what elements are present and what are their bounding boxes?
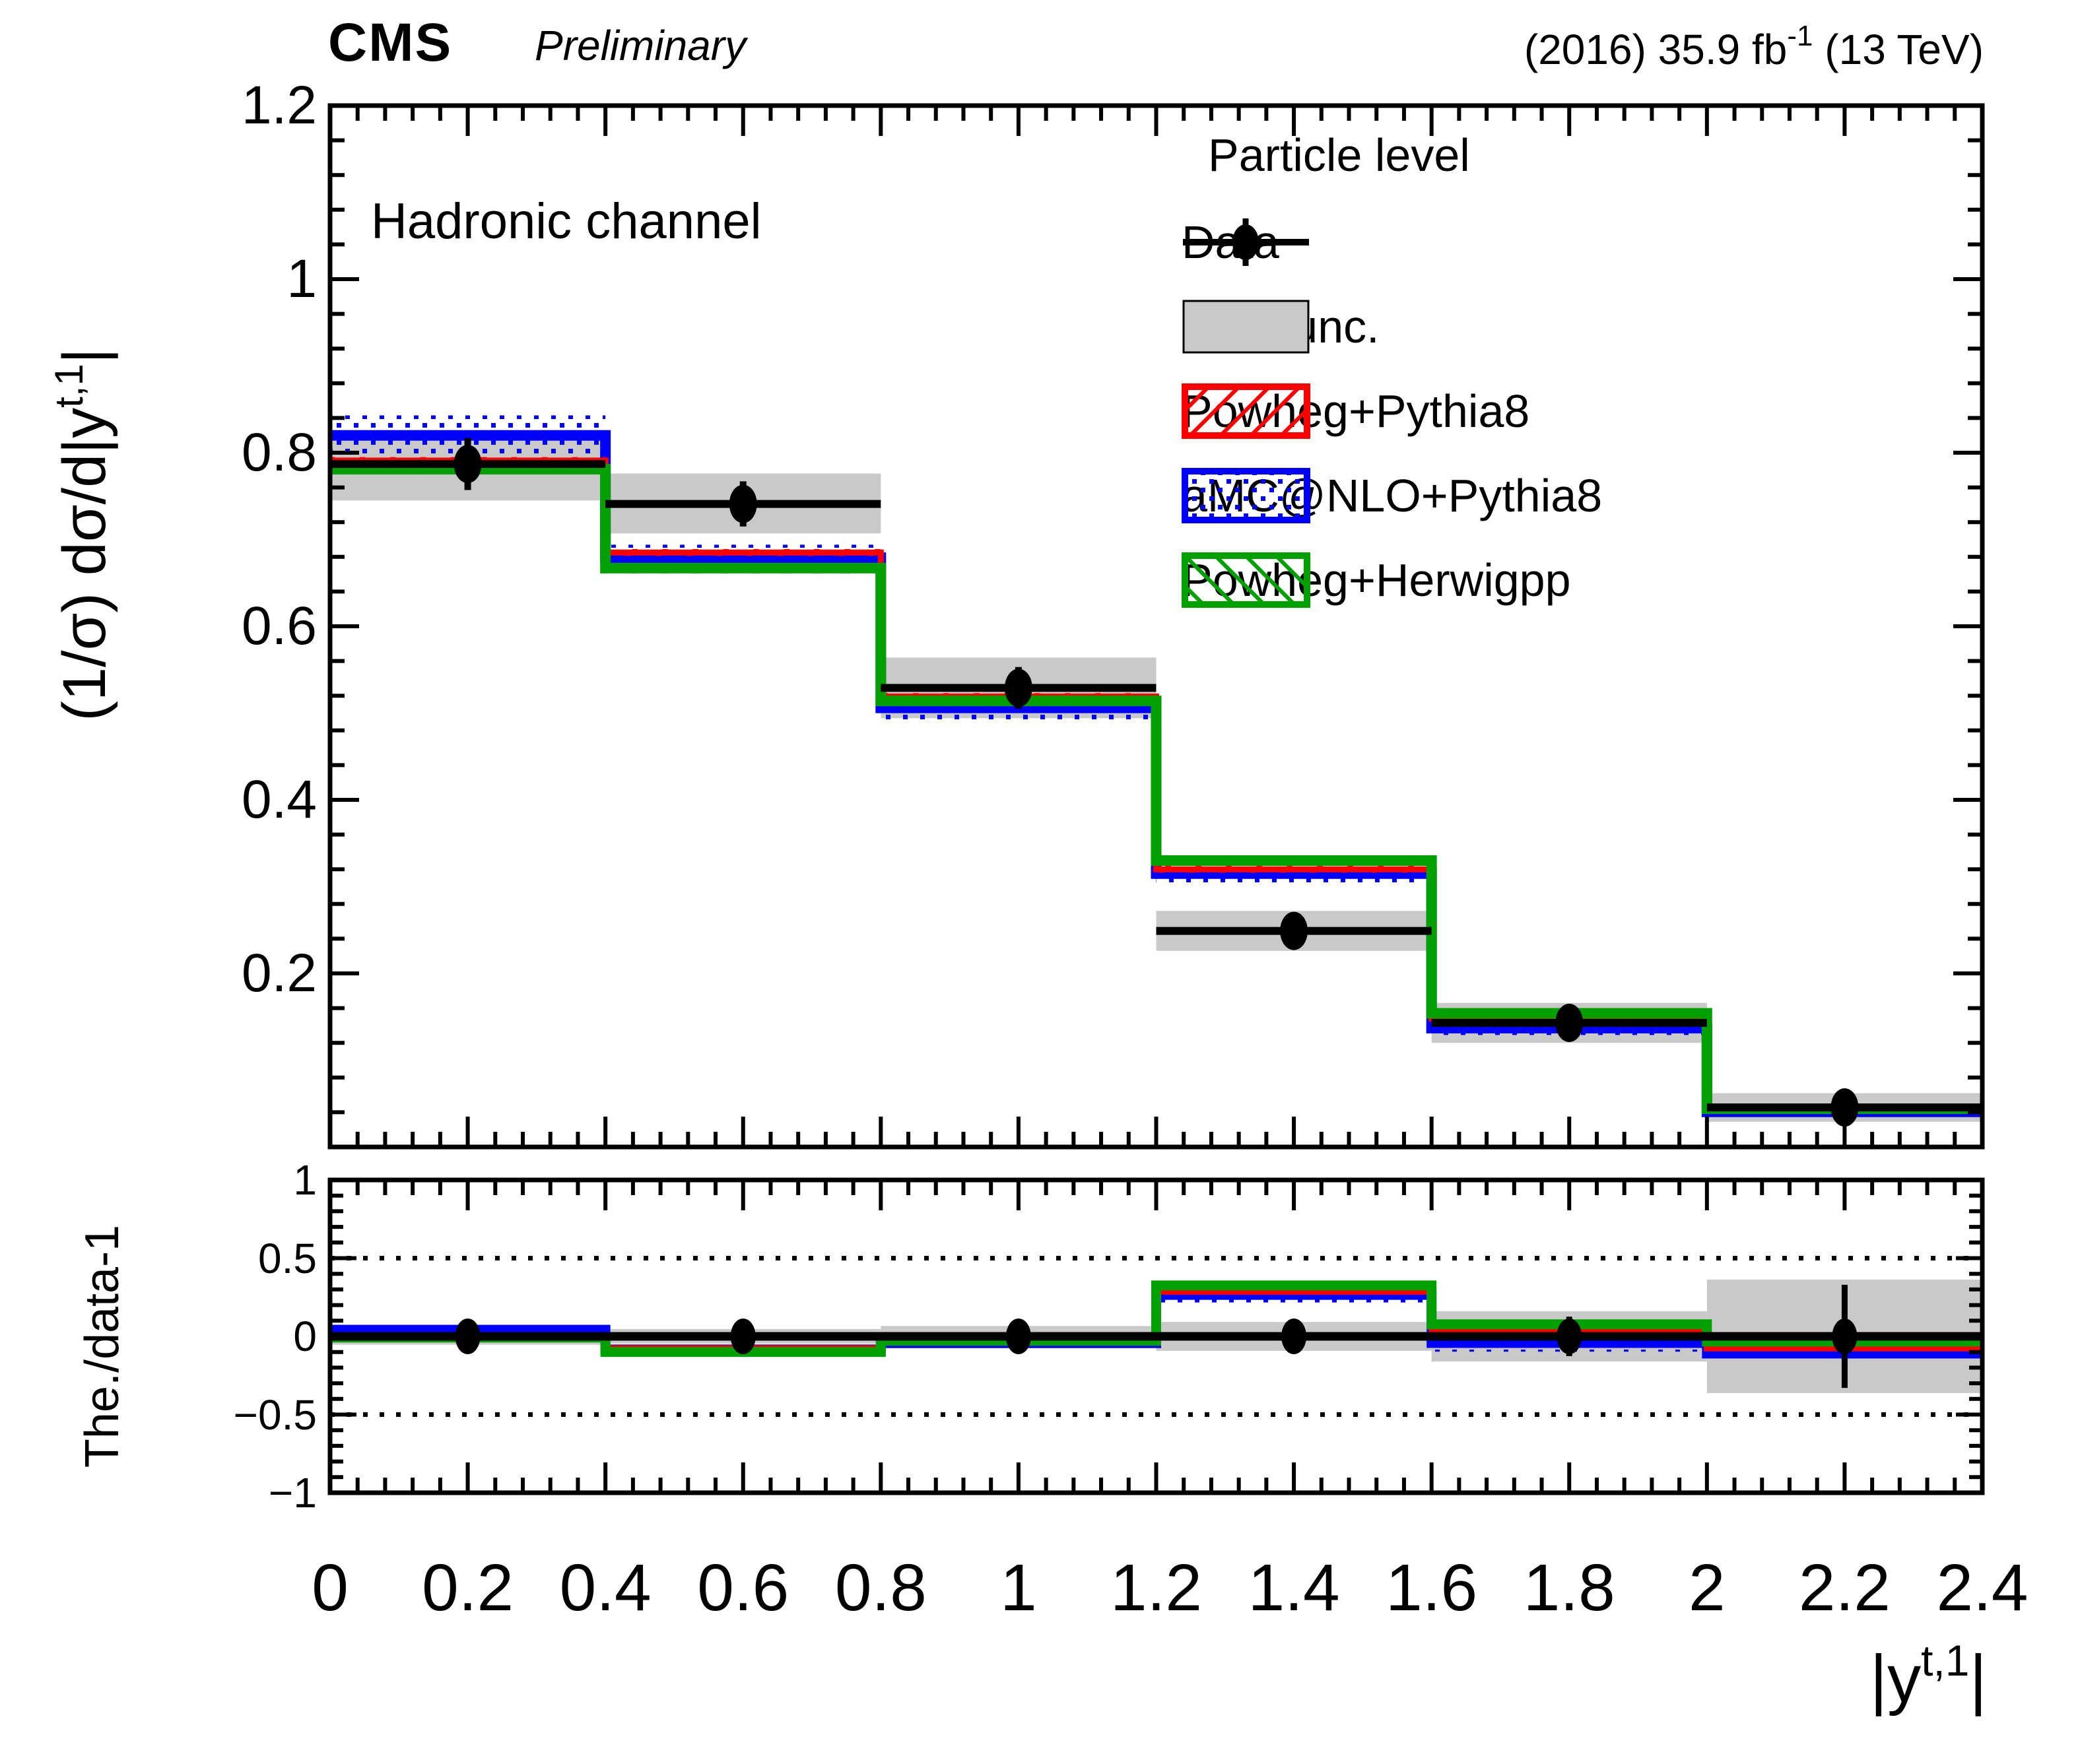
x-axis-title: |yt,1| xyxy=(1870,1635,1987,1718)
main-panel-marks xyxy=(330,415,1982,1127)
ratio-data-point xyxy=(1557,1319,1582,1354)
lumi-value: (2016) 35.9 fb xyxy=(1524,26,1788,73)
main-y-tick-label: 0.8 xyxy=(242,422,317,482)
x-tick-label: 2 xyxy=(1689,1551,1726,1625)
x-tick-label: 2.4 xyxy=(1936,1551,2029,1625)
main-y-axis-title: (1/σ) dσ/d|yt,1| xyxy=(33,7,118,1062)
powheg-herwigpp-swatch-icon xyxy=(1182,552,1310,608)
ratio-y-tick-label: 1 xyxy=(293,1156,317,1204)
axes-frames-and-ticks xyxy=(327,103,1985,1495)
legend-item-powheg-pythia8: Powheg+Pythia8 xyxy=(1182,383,1529,439)
ratio-y-tick-label: 0.5 xyxy=(258,1234,317,1282)
x-tick-label: 1.4 xyxy=(1248,1551,1340,1625)
total-unc-swatch-icon xyxy=(1182,300,1310,354)
data-point xyxy=(1004,669,1032,707)
x-tick-label: 1.8 xyxy=(1523,1551,1615,1625)
main-y-tick-label: 0.2 xyxy=(242,943,317,1003)
x-tick-label: 0.6 xyxy=(697,1551,789,1625)
ratio-y-tick-label: 0 xyxy=(293,1313,317,1360)
energy-value: (13 TeV) xyxy=(1813,26,1984,73)
x-tick-label: 0 xyxy=(312,1551,349,1625)
ratio-data-point xyxy=(1281,1319,1307,1354)
panel-frame xyxy=(327,103,1985,1150)
experiment-logo-text: CMS xyxy=(328,13,453,73)
channel-label: Hadronic channel xyxy=(371,193,762,249)
ratio-guide-lines xyxy=(330,1256,1982,1417)
data-point xyxy=(1555,1003,1584,1042)
luminosity-energy-label: (2016) 35.9 fb-1 (13 TeV) xyxy=(1524,20,1984,74)
ratio-y-tick-label: −1 xyxy=(269,1469,317,1517)
mc-step-powheg-herwigpp xyxy=(330,463,1982,1115)
main-y-tick-label: 1 xyxy=(286,249,317,309)
main-y-tick-label: 1.2 xyxy=(242,75,317,135)
x-tick-label: 2.2 xyxy=(1798,1551,1891,1625)
ratio-panel-marks xyxy=(330,1280,1982,1393)
ratio-data-point xyxy=(730,1319,756,1354)
main-y-tick-label: 0.6 xyxy=(242,596,317,656)
legend-item-total-unc: Total unc. xyxy=(1182,299,1380,354)
legend-title: Particle level xyxy=(1208,129,1470,181)
legend-item-powheg-herwigpp: Powheg+Herwigpp xyxy=(1182,552,1571,608)
ratio-data-point xyxy=(1005,1319,1031,1354)
y-title-superscript: t,1 xyxy=(47,364,91,408)
ratio-data-point xyxy=(1832,1319,1858,1354)
data-point xyxy=(1280,911,1308,950)
legend-item-data: Data xyxy=(1182,214,1309,270)
legend-item-amcnlo-pythia8: aMC@NLO+Pythia8 xyxy=(1182,468,1602,523)
x-tick-label: 0.2 xyxy=(422,1551,514,1625)
amcnlo-pythia8-swatch-icon xyxy=(1182,468,1310,523)
preliminary-label: Preliminary xyxy=(535,22,747,69)
data-point xyxy=(453,445,482,484)
ratio-step-powheg-herwigpp xyxy=(330,1280,1982,1357)
x-tick-label: 1.2 xyxy=(1110,1551,1202,1625)
y-title-part: | xyxy=(51,348,118,364)
x-title-superscript: t,1 xyxy=(1921,1636,1970,1685)
ratio-data-point xyxy=(455,1319,481,1354)
lumi-exponent: -1 xyxy=(1787,20,1813,52)
data-point xyxy=(729,484,757,523)
powheg-pythia8-swatch-icon xyxy=(1182,383,1310,439)
x-tick-label: 0.4 xyxy=(559,1551,652,1625)
main-y-tick-label: 0.4 xyxy=(242,769,317,830)
x-tick-label: 1 xyxy=(1000,1551,1037,1625)
ratio-y-tick-label: −0.5 xyxy=(233,1390,317,1439)
x-title-part: | xyxy=(1969,1641,1988,1716)
x-tick-label: 0.8 xyxy=(834,1551,927,1625)
x-title-part: |y xyxy=(1869,1641,1922,1716)
data-point xyxy=(1830,1088,1859,1127)
x-tick-label: 1.6 xyxy=(1386,1551,1478,1625)
data-marker-icon xyxy=(1183,218,1309,266)
